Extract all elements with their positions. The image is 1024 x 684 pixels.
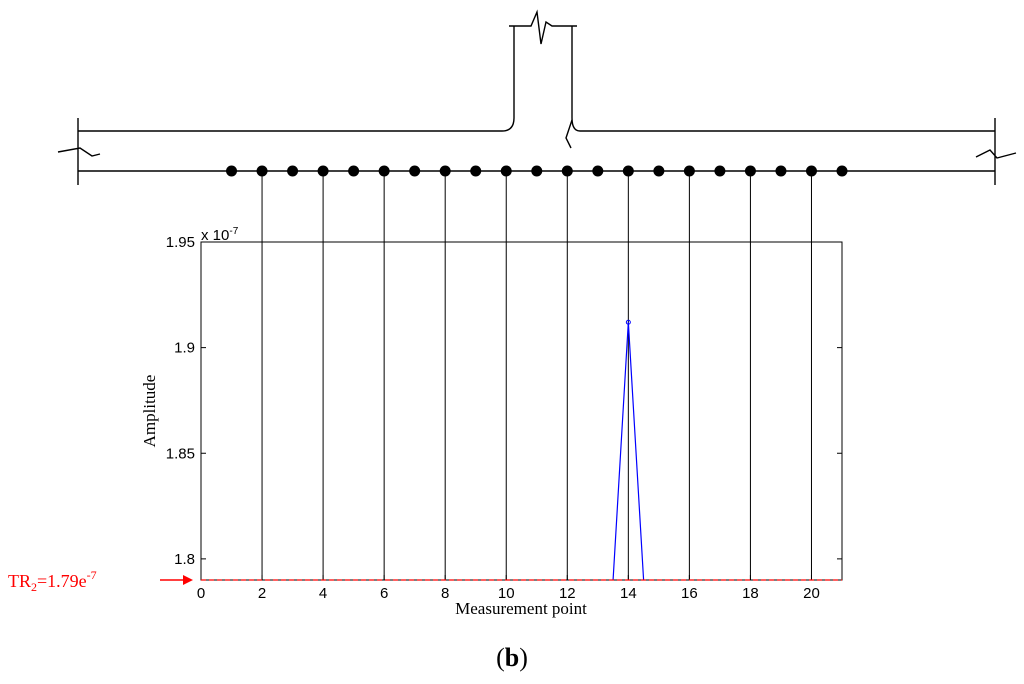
measurement-points [226,165,848,177]
beam-schematic [57,9,1017,185]
y-tick-label-2: 1.9 [174,340,195,357]
x-tick-label-6: 6 [380,585,388,602]
column-crack [565,119,573,149]
threshold-label-suffix: =1.79e [37,571,87,591]
y-tick-label-3: 1.95 [166,234,195,251]
y-exponent-label: x 10-7 [201,226,239,244]
y-exponent-base: x 10 [201,227,229,244]
column-right-wall [571,26,581,132]
measurement-point-21 [836,165,848,177]
y-tick-label-1: 1.85 [166,445,195,462]
amplitude-series-points [625,319,631,325]
x-tick-label-20: 20 [803,585,820,602]
amplitude-series-line [612,322,645,581]
x-tick-label-18: 18 [742,585,759,602]
x-tick-label-12: 12 [559,585,576,602]
measurement-point-5 [348,165,360,177]
x-tick-label-10: 10 [498,585,515,602]
measurement-point-17 [714,165,726,177]
x-axis-label: Measurement point [455,599,587,618]
measurement-point-15 [653,165,665,177]
threshold-label-subscript: 2 [31,580,37,594]
measurement-point-9 [470,165,482,177]
plot-frame [200,241,843,581]
series-point-1 [625,319,631,325]
y-axis-label: Amplitude [140,375,159,448]
column-top-break [509,9,577,45]
measurement-point-11 [531,165,543,177]
threshold-arrow-head [183,575,193,585]
measurement-point-13 [592,165,604,177]
plot-area: 0 2 4 6 8 10 12 14 16 18 20 1.8 1.85 1.9 1.95 [166,234,843,602]
y-tick-label-0: 1.8 [174,551,195,568]
caption-letter: b [505,643,519,672]
measurement-point-7 [409,165,421,177]
y-exponent-power: -7 [229,226,238,237]
column-left-wall [501,26,515,132]
x-axis-ticks: 0 2 4 6 8 10 12 14 16 18 20 [197,575,820,602]
threshold-label: TR2=1.79e-7 [8,568,97,594]
caption-open: ( [496,643,505,672]
figure-caption: (b) [496,643,528,672]
beam-left-break [57,118,101,185]
x-tick-label-14: 14 [620,585,637,602]
connector-lines [261,171,812,580]
threshold-label-prefix: TR [8,571,31,591]
caption-close: ) [519,643,528,672]
x-tick-label-4: 4 [319,585,327,602]
y-axis-ticks: 1.8 1.85 1.9 1.95 [166,234,842,568]
measurement-point-1 [226,165,238,177]
measurement-point-3 [287,165,299,177]
threshold-label-power: -7 [87,568,97,582]
x-tick-label-0: 0 [197,585,205,602]
measurement-point-19 [775,165,787,177]
x-tick-label-16: 16 [681,585,698,602]
beam-right-break [975,118,1017,185]
threshold-annotation: TR2=1.79e-7 [8,568,193,594]
x-tick-label-2: 2 [258,585,266,602]
x-tick-label-8: 8 [441,585,449,602]
